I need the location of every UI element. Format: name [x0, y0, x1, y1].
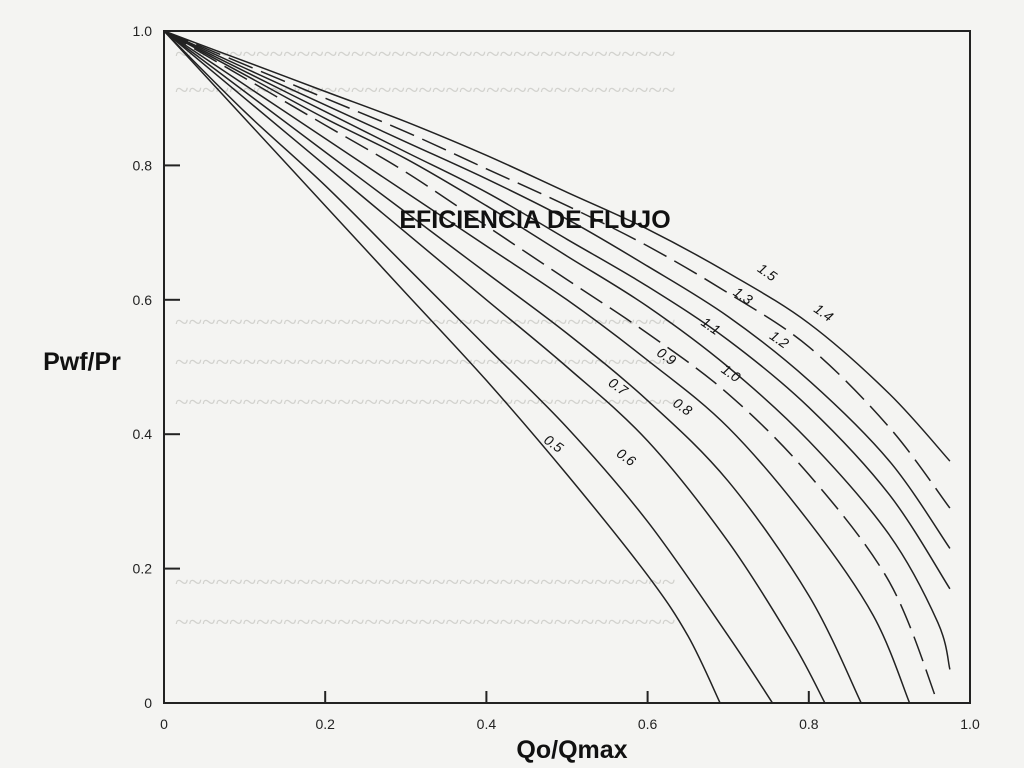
curves: [163, 30, 951, 704]
curve-ef-0-9: [163, 30, 911, 704]
x-axis-title: Qo/Qmax: [516, 736, 627, 764]
y-tick-label: 0.4: [133, 426, 153, 442]
curve-ef-1-0: [163, 30, 939, 704]
svg-text:~~~~~~~~~~~~~~~~~~~~~~~~~~~~~~: ~~~~~~~~~~~~~~~~~~~~~~~~~~~~~~~~~~~~~: [175, 609, 675, 636]
y-tick-label: 1.0: [133, 23, 153, 39]
y-tick-label: 0.8: [133, 157, 153, 173]
curve-label-ef-0-6: 0.6: [614, 445, 639, 469]
x-tick-label: 0.6: [638, 716, 658, 732]
curve-ef-1-5: [163, 30, 951, 462]
x-tick-label: 1.0: [960, 716, 980, 732]
chart-title: EFICIENCIA DE FLUJO: [399, 206, 670, 234]
svg-text:~~~~~~~~~~~~~~~~~~~~~~~~~~~~~~: ~~~~~~~~~~~~~~~~~~~~~~~~~~~~~~~~~~~~~: [175, 77, 675, 104]
curve-ef-1-1: [163, 30, 951, 670]
svg-text:~~~~~~~~~~~~~~~~~~~~~~~~~~~~~~: ~~~~~~~~~~~~~~~~~~~~~~~~~~~~~~~~~~~~~: [175, 349, 675, 376]
curve-ef-1-4: [163, 30, 951, 509]
curve-ef-0-8: [163, 30, 862, 704]
curve-ef-1-3: [163, 30, 951, 549]
curve-label-ef-1-0: 1.0: [719, 361, 744, 385]
curve-ef-0-6: [163, 30, 774, 704]
x-tick-label: 0.8: [799, 716, 819, 732]
y-axis-title: Pwf/Pr: [43, 348, 121, 376]
curve-label-ef-1-5: 1.5: [755, 260, 780, 284]
axis-ticks: 0 0.2 0.4 0.6 0.8 1.0 0 0.2 0.4 0.6 0.8 1.0: [133, 23, 980, 732]
x-tick-label: 0.4: [477, 716, 497, 732]
y-tick-label: 0.6: [133, 292, 153, 308]
y-tick-label: 0: [144, 695, 152, 711]
plot-frame: [163, 30, 971, 704]
svg-text:~~~~~~~~~~~~~~~~~~~~~~~~~~~~~~: ~~~~~~~~~~~~~~~~~~~~~~~~~~~~~~~~~~~~~: [175, 41, 675, 68]
x-tick-label: 0: [160, 716, 168, 732]
svg-text:~~~~~~~~~~~~~~~~~~~~~~~~~~~~~~: ~~~~~~~~~~~~~~~~~~~~~~~~~~~~~~~~~~~~~: [175, 569, 675, 596]
curve-ef-1-2: [163, 30, 951, 590]
svg-text:~~~~~~~~~~~~~~~~~~~~~~~~~~~~~~: ~~~~~~~~~~~~~~~~~~~~~~~~~~~~~~~~~~~~~: [175, 389, 675, 416]
curve-label-ef-0-5: 0.5: [541, 431, 566, 455]
curve-ef-0-7: [163, 30, 826, 704]
curve-label-ef-1-4: 1.4: [811, 300, 836, 324]
curve-ef-0-5: [163, 30, 721, 704]
x-tick-label: 0.2: [315, 716, 335, 732]
y-tick-label: 0.2: [133, 561, 153, 577]
